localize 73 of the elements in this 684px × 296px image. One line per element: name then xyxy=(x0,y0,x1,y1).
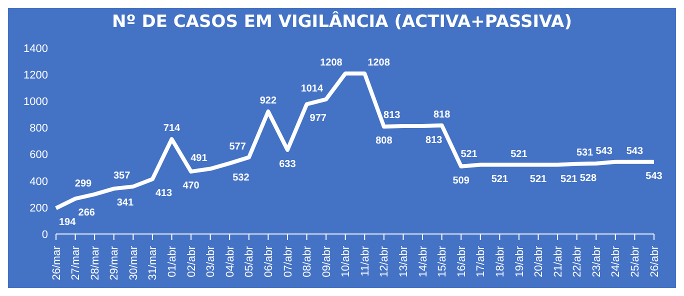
data-label: 543 xyxy=(626,146,644,157)
x-tick-label: 05/abr xyxy=(244,246,256,278)
x-tick-label: 24/abr xyxy=(610,246,622,278)
data-label: 413 xyxy=(155,188,173,200)
x-tick-label: 11/abr xyxy=(359,246,372,276)
x-tick-label: 14/abr xyxy=(417,246,430,278)
y-tick-label: 0 xyxy=(42,228,48,241)
chart-title: Nº DE CASOS EM VIGILÂNCIA (ACTIVA+PASSIVA) xyxy=(111,10,573,34)
x-tick-label: 23/abr xyxy=(590,246,603,278)
data-label: 813 xyxy=(426,134,443,146)
x-tick-label: 19/abr xyxy=(514,246,526,278)
x-tick-label: 22/abr xyxy=(572,246,584,278)
x-tick-label: 03/abr xyxy=(205,246,218,278)
data-label: 521 xyxy=(530,174,548,185)
x-tick-label: 29/mar xyxy=(108,246,121,280)
data-label: 532 xyxy=(232,172,250,184)
x-tick-label: 10/abr xyxy=(340,246,352,278)
data-label: 977 xyxy=(310,113,327,124)
x-tick-label: 09/abr xyxy=(320,246,333,278)
x-tick-label: 31/mar xyxy=(147,246,160,280)
x-tick-label: 15/abr xyxy=(436,246,449,278)
y-tick-label: 1400 xyxy=(24,42,48,55)
data-label: 808 xyxy=(376,136,393,147)
x-tick-label: 16/abr xyxy=(456,246,468,278)
data-label: 521 xyxy=(491,174,508,185)
x-tick-label: 27/mar xyxy=(70,246,82,280)
data-label: 470 xyxy=(182,180,200,192)
data-label: 577 xyxy=(229,141,246,152)
data-label: 922 xyxy=(260,96,277,107)
data-label: 714 xyxy=(163,123,181,134)
data-label: 818 xyxy=(433,109,451,120)
x-tick-label: 08/abr xyxy=(302,246,314,278)
data-label: 543 xyxy=(596,146,613,157)
data-label: 299 xyxy=(74,178,92,190)
data-label: 509 xyxy=(452,175,470,186)
data-label: 528 xyxy=(580,172,597,184)
x-tick-label: 17/abr xyxy=(475,246,488,278)
x-tick-label: 25/abr xyxy=(630,246,642,278)
data-label: 1208 xyxy=(368,58,390,69)
x-tick-label: 21/abr xyxy=(552,246,564,278)
data-label: 813 xyxy=(384,110,401,121)
x-tick-label: 04/abr xyxy=(224,246,236,278)
data-label: 521 xyxy=(460,148,478,160)
data-label: 357 xyxy=(113,170,131,182)
x-tick-label: 07/abr xyxy=(282,246,294,278)
data-label: 266 xyxy=(78,208,96,219)
data-label: 521 xyxy=(510,148,528,160)
data-label: 1208 xyxy=(320,58,343,69)
y-tick-label: 1000 xyxy=(24,96,48,108)
x-tick-label: 13/abr xyxy=(398,246,410,278)
data-label: 521 xyxy=(560,174,578,185)
y-tick-label: 200 xyxy=(30,202,48,214)
x-tick-label: 26/abr xyxy=(648,246,661,278)
y-tick-label: 1200 xyxy=(24,69,48,82)
data-label: 1014 xyxy=(300,83,324,94)
x-tick-label: 30/mar xyxy=(128,246,140,280)
x-tick-label: 06/abr xyxy=(263,246,276,278)
y-tick-label: 600 xyxy=(30,149,48,162)
data-label: 543 xyxy=(646,170,663,182)
data-label: 531 xyxy=(576,147,594,158)
x-tick-label: 12/abr xyxy=(378,246,391,278)
data-label: 341 xyxy=(116,198,134,209)
x-tick-label: 01/abr xyxy=(166,246,179,278)
x-tick-label: 20/abr xyxy=(533,246,546,278)
data-label: 633 xyxy=(279,158,296,170)
x-tick-label: 18/abr xyxy=(494,246,506,278)
data-label: 491 xyxy=(190,152,208,164)
y-tick-label: 800 xyxy=(30,122,48,135)
y-tick-label: 400 xyxy=(30,176,48,188)
x-tick-label: 02/abr xyxy=(186,246,198,278)
x-tick-label: 28/mar xyxy=(89,246,102,280)
x-tick-label: 26/mar xyxy=(50,246,63,280)
data-label: 194 xyxy=(59,217,76,228)
